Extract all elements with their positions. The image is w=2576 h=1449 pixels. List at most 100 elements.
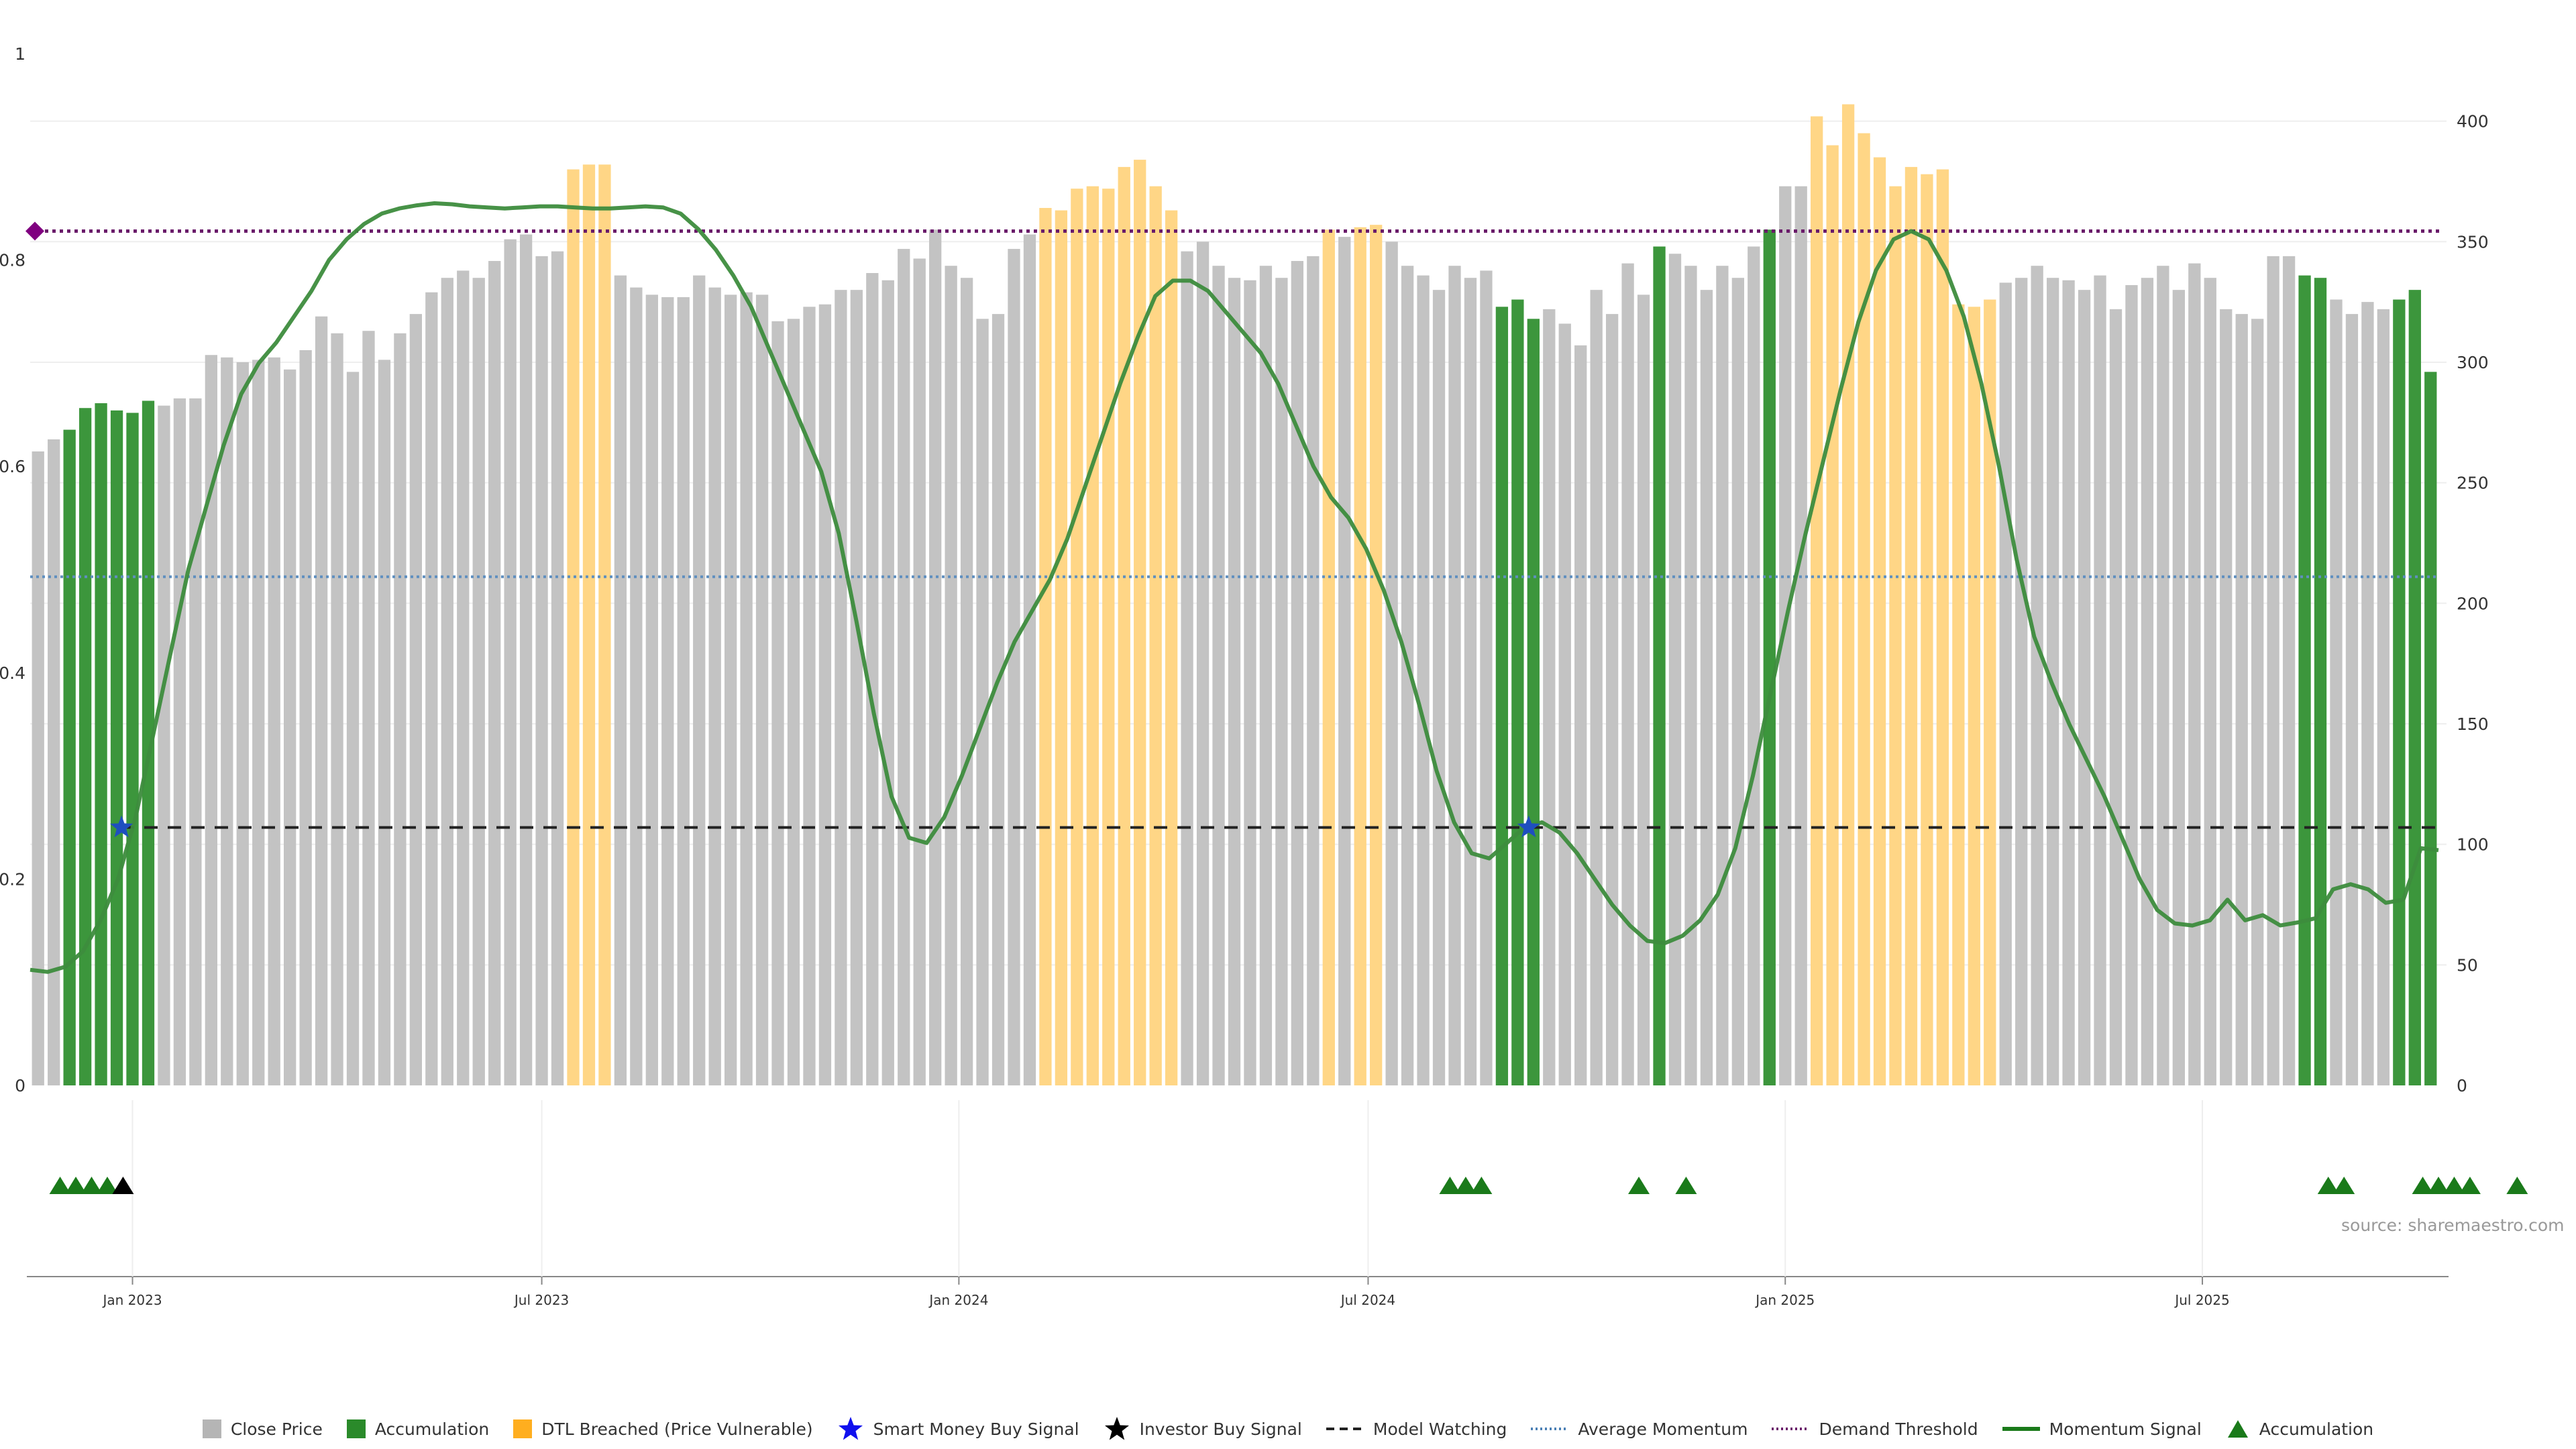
close-price-bar — [1259, 266, 1273, 1085]
close-price-bar — [1244, 280, 1256, 1085]
close-price-bar — [173, 398, 186, 1085]
legend-label: Average Momentum — [1578, 1419, 1748, 1439]
close-price-bar — [2330, 299, 2343, 1085]
dtl-breached-bar — [1889, 186, 1902, 1086]
accumulation-bar — [2408, 290, 2421, 1085]
demand-threshold-diamond — [25, 221, 44, 241]
close-price-bar — [898, 249, 910, 1086]
right-tick-label: 250 — [2457, 474, 2489, 493]
close-price-bar — [1196, 241, 1210, 1085]
close-price-bar — [2062, 280, 2075, 1085]
close-price-bar — [2125, 284, 2138, 1086]
close-price-bar — [677, 297, 690, 1086]
accumulation-bar — [78, 408, 92, 1085]
legend-item-demand-threshold: Demand Threshold — [1772, 1419, 1978, 1439]
right-tick-label: 200 — [2457, 594, 2489, 613]
legend-item-accumulation-marker: Accumulation — [2226, 1418, 2373, 1440]
accumulation-bar — [1495, 307, 1509, 1085]
dtl-breached-bar — [1134, 160, 1146, 1085]
accumulation-marker — [1439, 1177, 1461, 1194]
close-price-bar — [2220, 309, 2233, 1086]
close-price-bar — [913, 258, 926, 1085]
accumulation-marker — [2443, 1177, 2465, 1194]
close-price-bar — [2377, 309, 2390, 1086]
close-price-bar — [409, 314, 423, 1085]
close-price-bar — [881, 280, 894, 1085]
dtl-breached-bar — [1149, 186, 1162, 1086]
accumulation-bar — [2424, 372, 2437, 1085]
accumulation-marker — [2459, 1177, 2481, 1194]
close-price-bar — [866, 273, 879, 1086]
source-label: source: sharemaestro.com — [2341, 1216, 2565, 1235]
solid-line-icon — [2002, 1427, 2040, 1431]
close-price-bar — [2094, 275, 2106, 1085]
accumulation-bar — [95, 403, 107, 1085]
close-price-bar — [835, 290, 847, 1085]
dtl-breached-bar — [1086, 186, 1099, 1086]
close-price-bar — [1794, 186, 1807, 1086]
dtl-breached-bar — [1039, 207, 1052, 1085]
investor-buy-marker — [112, 1177, 134, 1194]
legend-label: Close Price — [230, 1419, 323, 1439]
right-tick-label: 350 — [2457, 232, 2489, 252]
close-price-bar — [425, 292, 438, 1086]
close-price-bar — [32, 451, 44, 1085]
close-price-bar — [724, 294, 737, 1085]
x-tick-label: Jan 2024 — [928, 1292, 988, 1308]
legend-item-model-watching: Model Watching — [1326, 1419, 1507, 1439]
close-price-bar — [189, 398, 202, 1085]
chart-area: Jan 2023 Jul 2023 Jan 2024 Jul 2024 Jan 2025… — [0, 44, 2528, 1308]
legend-label: Investor Buy Signal — [1139, 1419, 1302, 1439]
blue-star-icon — [838, 1417, 863, 1440]
close-price-bar — [2188, 263, 2201, 1085]
close-price-bar — [457, 270, 470, 1085]
left-tick-label: 0.4 — [0, 663, 25, 683]
dtl-breached-bar — [1055, 210, 1068, 1086]
close-price-bar — [614, 275, 627, 1085]
close-price-bar — [708, 287, 721, 1085]
right-tick-label: 0 — [2457, 1076, 2467, 1095]
close-price-bar — [1448, 266, 1461, 1085]
close-price-bar — [221, 357, 233, 1086]
legend-item-accumulation: Accumulation — [346, 1419, 490, 1439]
close-price-bar — [661, 297, 674, 1086]
legend-item-average-momentum: Average Momentum — [1531, 1419, 1748, 1439]
dashed-line-icon — [1326, 1428, 1364, 1430]
close-price-bar — [818, 304, 832, 1086]
close-price-bar — [976, 319, 989, 1085]
dtl-breached-bar — [1921, 174, 1933, 1086]
right-tick-label: 50 — [2457, 955, 2478, 975]
legend-label: Model Watching — [1373, 1419, 1507, 1439]
legend-label: Accumulation — [374, 1419, 490, 1439]
legend: Close Price Accumulation DTL Breached (P… — [0, 1409, 2576, 1449]
close-price-bar — [1999, 282, 2012, 1085]
legend-label: DTL Breached (Price Vulnerable) — [541, 1419, 813, 1439]
close-price-bar — [1700, 290, 1713, 1085]
dtl-breached-bar — [1811, 116, 1823, 1085]
close-price-bar — [1008, 249, 1020, 1086]
dtl-breached-bar — [1968, 307, 1980, 1085]
dtl-breached-bar — [1071, 189, 1083, 1085]
legend-item-close-price: Close Price — [202, 1419, 323, 1439]
close-price-bar — [1228, 278, 1241, 1085]
close-price-bar — [960, 278, 973, 1085]
dtl-breached-bar — [1322, 229, 1335, 1086]
left-tick-label: 0.2 — [0, 869, 25, 889]
close-price-bar — [2361, 302, 2374, 1085]
legend-label: Momentum Signal — [2049, 1419, 2202, 1439]
close-price-bar — [2204, 278, 2216, 1085]
black-star-icon — [1104, 1417, 1129, 1440]
close-price-bar — [2345, 314, 2359, 1085]
close-price-bar — [1417, 275, 1430, 1085]
x-tick-label: Jan 2023 — [101, 1292, 162, 1308]
x-tick-label: Jul 2025 — [2174, 1292, 2229, 1308]
accumulation-bar — [1653, 246, 1666, 1086]
close-price-bar — [268, 357, 280, 1086]
close-price-bar — [991, 314, 1005, 1085]
close-price-bar — [2141, 278, 2154, 1085]
dtl-breached-bar — [598, 164, 611, 1085]
accumulation-marker — [2333, 1177, 2355, 1194]
close-price-bar — [1212, 266, 1225, 1085]
close-price-bar — [441, 278, 453, 1085]
dotted-line-icon — [1531, 1428, 1569, 1430]
